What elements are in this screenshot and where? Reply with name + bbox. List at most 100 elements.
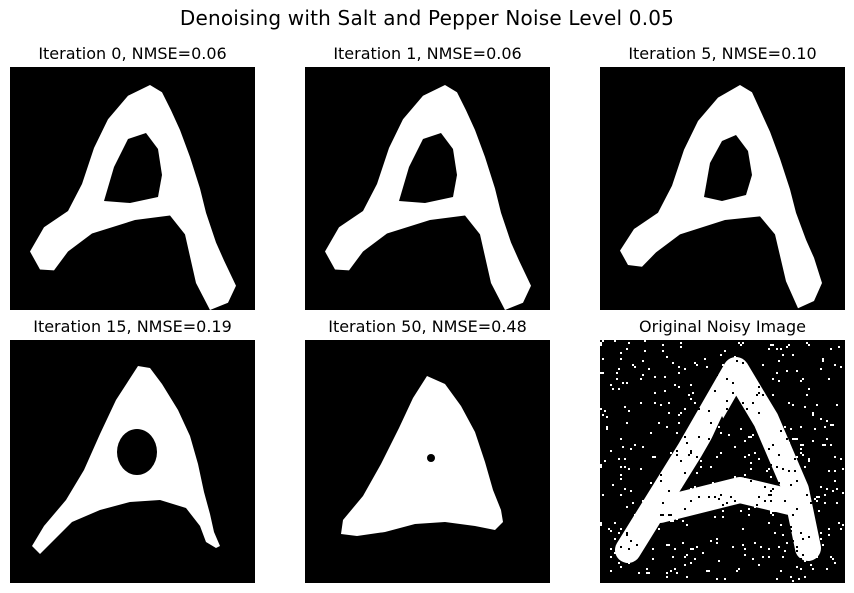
noise-pixel xyxy=(802,460,804,462)
noise-pixel xyxy=(800,550,802,552)
noise-pixel xyxy=(786,346,788,348)
noise-pixel xyxy=(652,556,654,558)
noise-pixel xyxy=(842,366,844,368)
noise-pixel xyxy=(768,348,770,350)
noise-pixel xyxy=(638,572,640,574)
noise-pixel xyxy=(720,398,722,400)
noise-pixel xyxy=(660,514,662,516)
noise-pixel xyxy=(612,388,614,390)
noise-pixel xyxy=(758,564,760,566)
noise-pixel xyxy=(622,358,624,360)
noise-pixel xyxy=(704,474,706,476)
noise-pixel xyxy=(606,572,608,574)
panel-iteration-1 xyxy=(305,67,550,310)
noise-pixel xyxy=(806,508,808,510)
noise-pixel xyxy=(640,448,642,450)
noise-pixel xyxy=(618,552,620,554)
noise-pixel xyxy=(610,400,612,402)
noise-pixel xyxy=(826,438,828,440)
noise-pixel xyxy=(766,470,768,472)
noise-pixel xyxy=(678,546,680,548)
noise-pixel xyxy=(820,532,822,534)
noise-pixel xyxy=(808,448,810,450)
noise-pixel xyxy=(758,424,760,426)
noise-pixel xyxy=(812,544,814,546)
noise-pixel xyxy=(704,424,706,426)
noise-pixel xyxy=(600,522,602,524)
noise-pixel xyxy=(730,438,732,440)
noise-pixel xyxy=(708,520,710,522)
noise-pixel xyxy=(690,416,692,418)
noise-pixel xyxy=(822,544,824,546)
noise-pixel xyxy=(686,554,688,556)
noise-pixel xyxy=(672,412,674,414)
noisy-letter-a-image xyxy=(600,340,844,582)
noise-pixel xyxy=(756,490,758,492)
noise-pixel xyxy=(684,554,686,556)
noise-pixel xyxy=(600,464,602,466)
noise-pixel xyxy=(754,558,756,560)
noise-pixel xyxy=(828,386,830,388)
noise-pixel xyxy=(784,550,786,552)
noise-pixel xyxy=(828,408,830,410)
noise-pixel xyxy=(802,434,804,436)
noise-pixel xyxy=(840,528,842,530)
noise-pixel xyxy=(658,416,660,418)
noise-pixel xyxy=(694,410,696,412)
noise-pixel xyxy=(688,494,690,496)
noise-pixel xyxy=(762,468,764,470)
noise-pixel xyxy=(710,466,712,468)
noise-pixel xyxy=(678,386,680,388)
noise-pixel xyxy=(646,568,648,570)
noise-pixel xyxy=(802,554,804,556)
noise-pixel xyxy=(610,384,612,386)
noise-pixel xyxy=(626,428,628,430)
noise-pixel xyxy=(676,558,678,560)
noise-pixel xyxy=(764,500,766,502)
noise-pixel xyxy=(750,436,752,438)
noise-pixel xyxy=(830,424,832,426)
noise-pixel xyxy=(782,556,784,558)
noise-pixel xyxy=(654,426,656,428)
noise-pixel xyxy=(700,548,702,550)
noise-pixel xyxy=(690,452,692,454)
noise-pixel xyxy=(692,548,694,550)
noise-pixel xyxy=(696,456,698,458)
noise-pixel xyxy=(834,386,836,388)
noise-pixel xyxy=(714,466,716,468)
noise-pixel xyxy=(834,364,836,366)
noise-pixel xyxy=(684,408,686,410)
noise-pixel xyxy=(652,558,654,560)
noise-pixel xyxy=(780,348,782,350)
noise-pixel xyxy=(750,344,752,346)
noise-pixel xyxy=(604,410,606,412)
noise-pixel xyxy=(620,438,622,440)
noise-pixel xyxy=(828,530,830,532)
noise-pixel xyxy=(660,402,662,404)
noise-pixel xyxy=(600,466,602,468)
noise-pixel xyxy=(686,524,688,526)
noise-pixel xyxy=(650,568,652,570)
noise-pixel xyxy=(796,480,798,482)
noise-pixel xyxy=(674,548,676,550)
noise-pixel xyxy=(640,378,642,380)
noise-pixel xyxy=(600,344,602,346)
noise-pixel xyxy=(662,514,664,516)
noise-pixel xyxy=(606,574,608,576)
noise-pixel xyxy=(690,356,692,358)
noise-pixel xyxy=(734,476,736,478)
noise-pixel xyxy=(766,404,768,406)
noise-pixel xyxy=(614,522,616,524)
noise-pixel xyxy=(634,540,636,542)
noise-pixel xyxy=(644,564,646,566)
noise-pixel xyxy=(730,462,732,464)
noise-pixel xyxy=(732,382,734,384)
noise-pixel xyxy=(842,380,844,382)
noise-pixel xyxy=(814,380,816,382)
noise-pixel xyxy=(634,418,636,420)
noise-pixel xyxy=(602,372,604,374)
noise-pixel xyxy=(768,494,770,496)
noise-pixel xyxy=(820,368,822,370)
noise-pixel xyxy=(690,500,692,502)
noise-pixel xyxy=(832,544,834,546)
